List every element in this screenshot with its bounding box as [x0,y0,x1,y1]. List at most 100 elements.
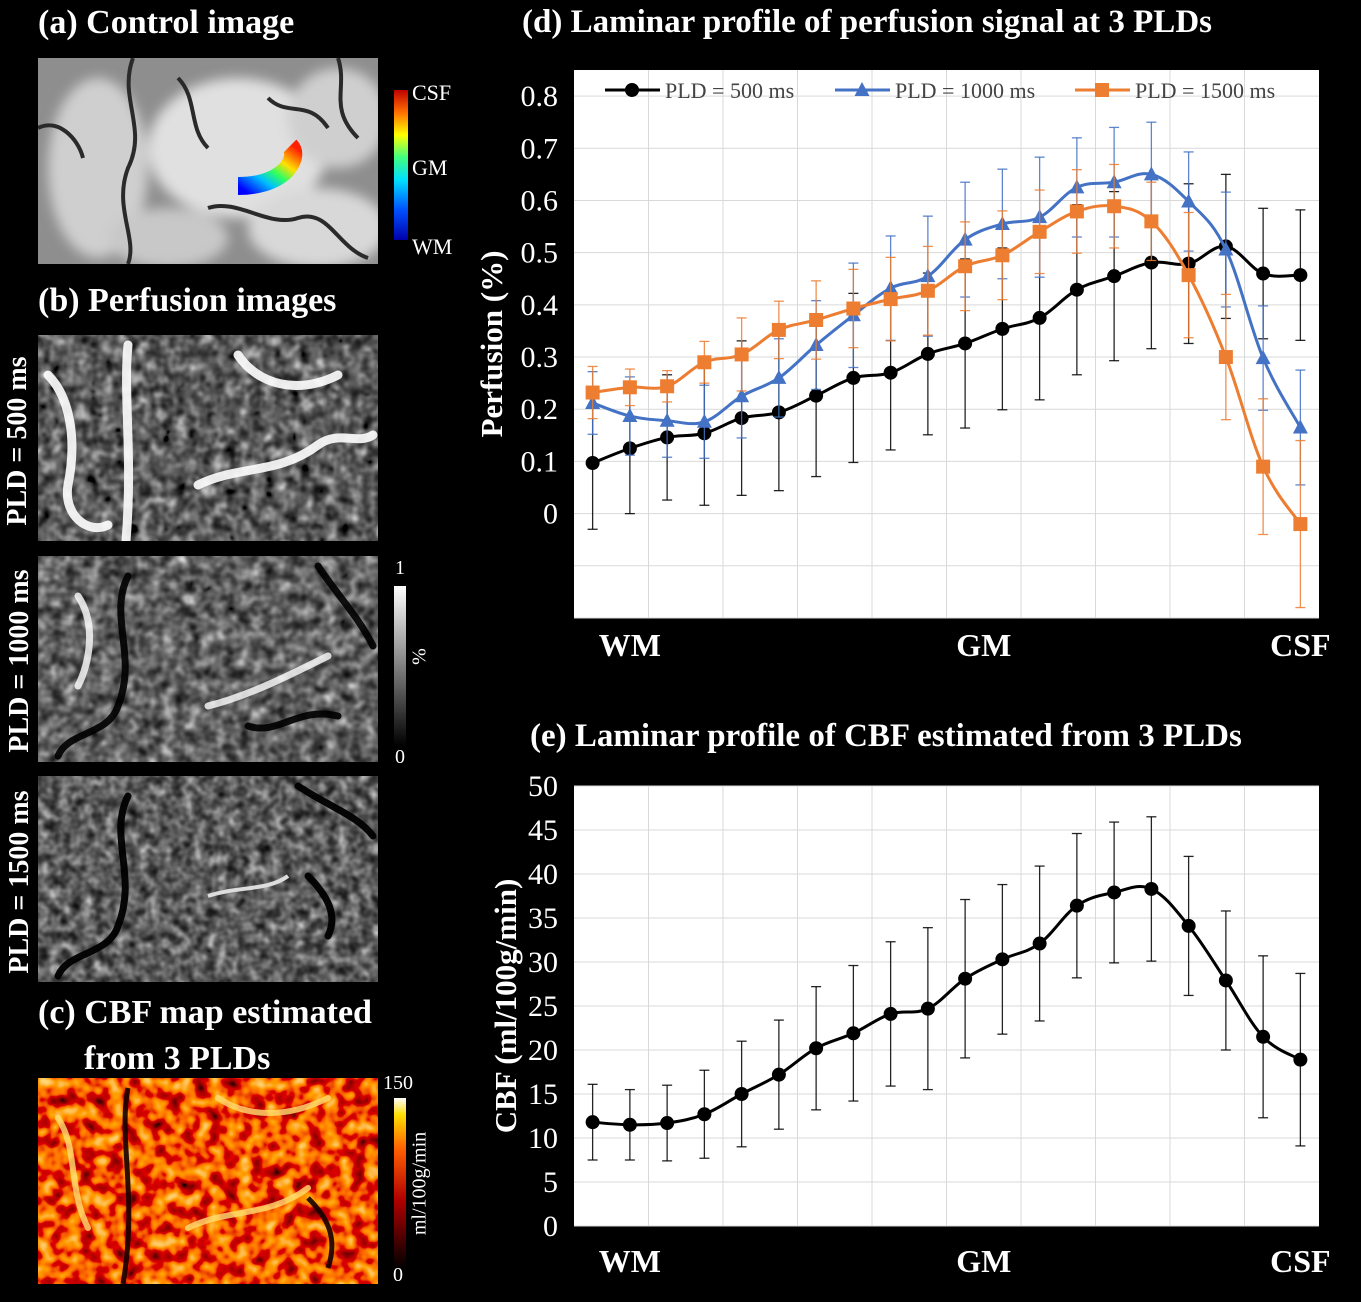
data-point [771,1067,786,1082]
perfusion-profile-chart: 0.8 0.7 0.6 0.5 0.4 0.3 0.2 0.1 0 Perfusion (%) WM… [480,70,1331,663]
y-tick-label: 0.8 [521,80,559,113]
y-tick-label: 40 [528,858,558,891]
perfusion-image-pld-1000 [38,556,378,762]
x-tick-label-csf: CSF [1270,1243,1330,1279]
panel-c-title-line2: from 3 PLDs [84,1040,271,1077]
data-point [958,336,973,351]
data-point [1218,241,1234,256]
data-point [660,1116,675,1131]
y-tick-label: 0 [543,1210,558,1243]
data-point [696,413,712,428]
y-tick-label: 0.5 [521,237,559,270]
legend-label: PLD = 500 ms [665,78,794,103]
panel-e-title: (e) Laminar profile of CBF estimated fro… [530,718,1242,754]
data-point [1144,214,1159,229]
data-point [1107,885,1122,900]
data-point [771,322,786,337]
data-point [846,370,861,385]
data-point [1218,973,1233,988]
perfusion-colorbar-max: 1 [395,557,405,579]
data-point [1143,166,1159,181]
x-tick-label-gm: GM [956,1243,1011,1279]
y-tick-label: 0.4 [521,289,559,322]
data-point [1069,898,1084,913]
legend-marker [854,82,870,96]
data-point [1293,268,1308,283]
data-point [1181,193,1197,208]
data-point [995,321,1010,336]
x-tick-label-gm: GM [956,627,1011,663]
data-point [883,365,898,380]
data-point [734,347,749,362]
perfusion-colorbar-unit: % [408,648,431,665]
data-point [883,292,898,307]
y-tick-label: 0.3 [521,341,559,374]
legend-marker [1095,83,1109,97]
y-tick-label: 20 [528,1034,558,1067]
perfusion-colorbar [394,586,406,746]
x-tick-label-wm: WM [599,1243,661,1279]
laminar-colorbar [394,90,408,240]
data-point [1107,199,1122,214]
colorbar-label-csf: CSF [412,80,452,105]
data-point [1256,459,1271,474]
y-tick-label: 25 [528,990,558,1023]
data-point [1107,269,1122,284]
data-point [697,355,712,370]
y-tick-label: 0.7 [521,132,559,165]
data-point [660,379,675,394]
data-point [1256,266,1271,281]
data-point [809,388,824,403]
legend-marker [625,83,639,97]
perfusion-image-pld-1500 [38,776,378,982]
y-tick-label: 0.1 [521,445,559,478]
data-point [883,1006,898,1021]
y-tick-label: 5 [543,1166,558,1199]
data-point [1256,1029,1271,1044]
panel-d-title: (d) Laminar profile of perfusion signal … [522,4,1212,40]
data-point [846,1026,861,1041]
legend-label: PLD = 1500 ms [1135,78,1275,103]
data-point [995,952,1010,967]
y-tick-label: 10 [528,1122,558,1155]
data-point [809,1041,824,1056]
data-point [1032,224,1047,239]
series-cbf [585,816,1308,1162]
data-point [995,248,1010,263]
y-tick-label: 30 [528,946,558,979]
y-axis-label: Perfusion (%) [480,251,509,438]
legend-label: PLD = 1000 ms [895,78,1035,103]
data-point [585,1115,600,1130]
cbf-colorbar-min: 0 [393,1264,403,1286]
panel-b-title: (b) Perfusion images [38,282,337,319]
data-point [1069,204,1084,219]
data-point [585,455,600,470]
data-point [846,301,861,316]
y-tick-label: 0.6 [521,184,559,217]
colorbar-label-gm: GM [412,155,448,180]
y-tick-label: 0.2 [521,393,559,426]
perfusion-image-pld-500 [38,335,378,541]
data-point [1144,255,1159,270]
y-tick-label: 45 [528,814,558,847]
cbf-map-image [38,1078,378,1284]
y-tick-label: 35 [528,902,558,935]
data-point [1218,350,1233,365]
data-point [1069,282,1084,297]
panel-a-title: (a) Control image [38,4,295,41]
data-point [920,1001,935,1016]
data-point [622,408,638,423]
data-point [1144,881,1159,896]
data-point [771,369,787,384]
x-tick-label-csf: CSF [1270,627,1330,663]
data-point [958,971,973,986]
data-point [1292,419,1308,434]
data-point [1181,918,1196,933]
y-tick-label: 15 [528,1078,558,1111]
data-point [1293,1052,1308,1067]
data-point [1293,517,1308,532]
data-point [920,283,935,298]
row-label-pld-1000: PLD = 1000 ms [4,569,35,753]
data-point [622,1117,637,1132]
